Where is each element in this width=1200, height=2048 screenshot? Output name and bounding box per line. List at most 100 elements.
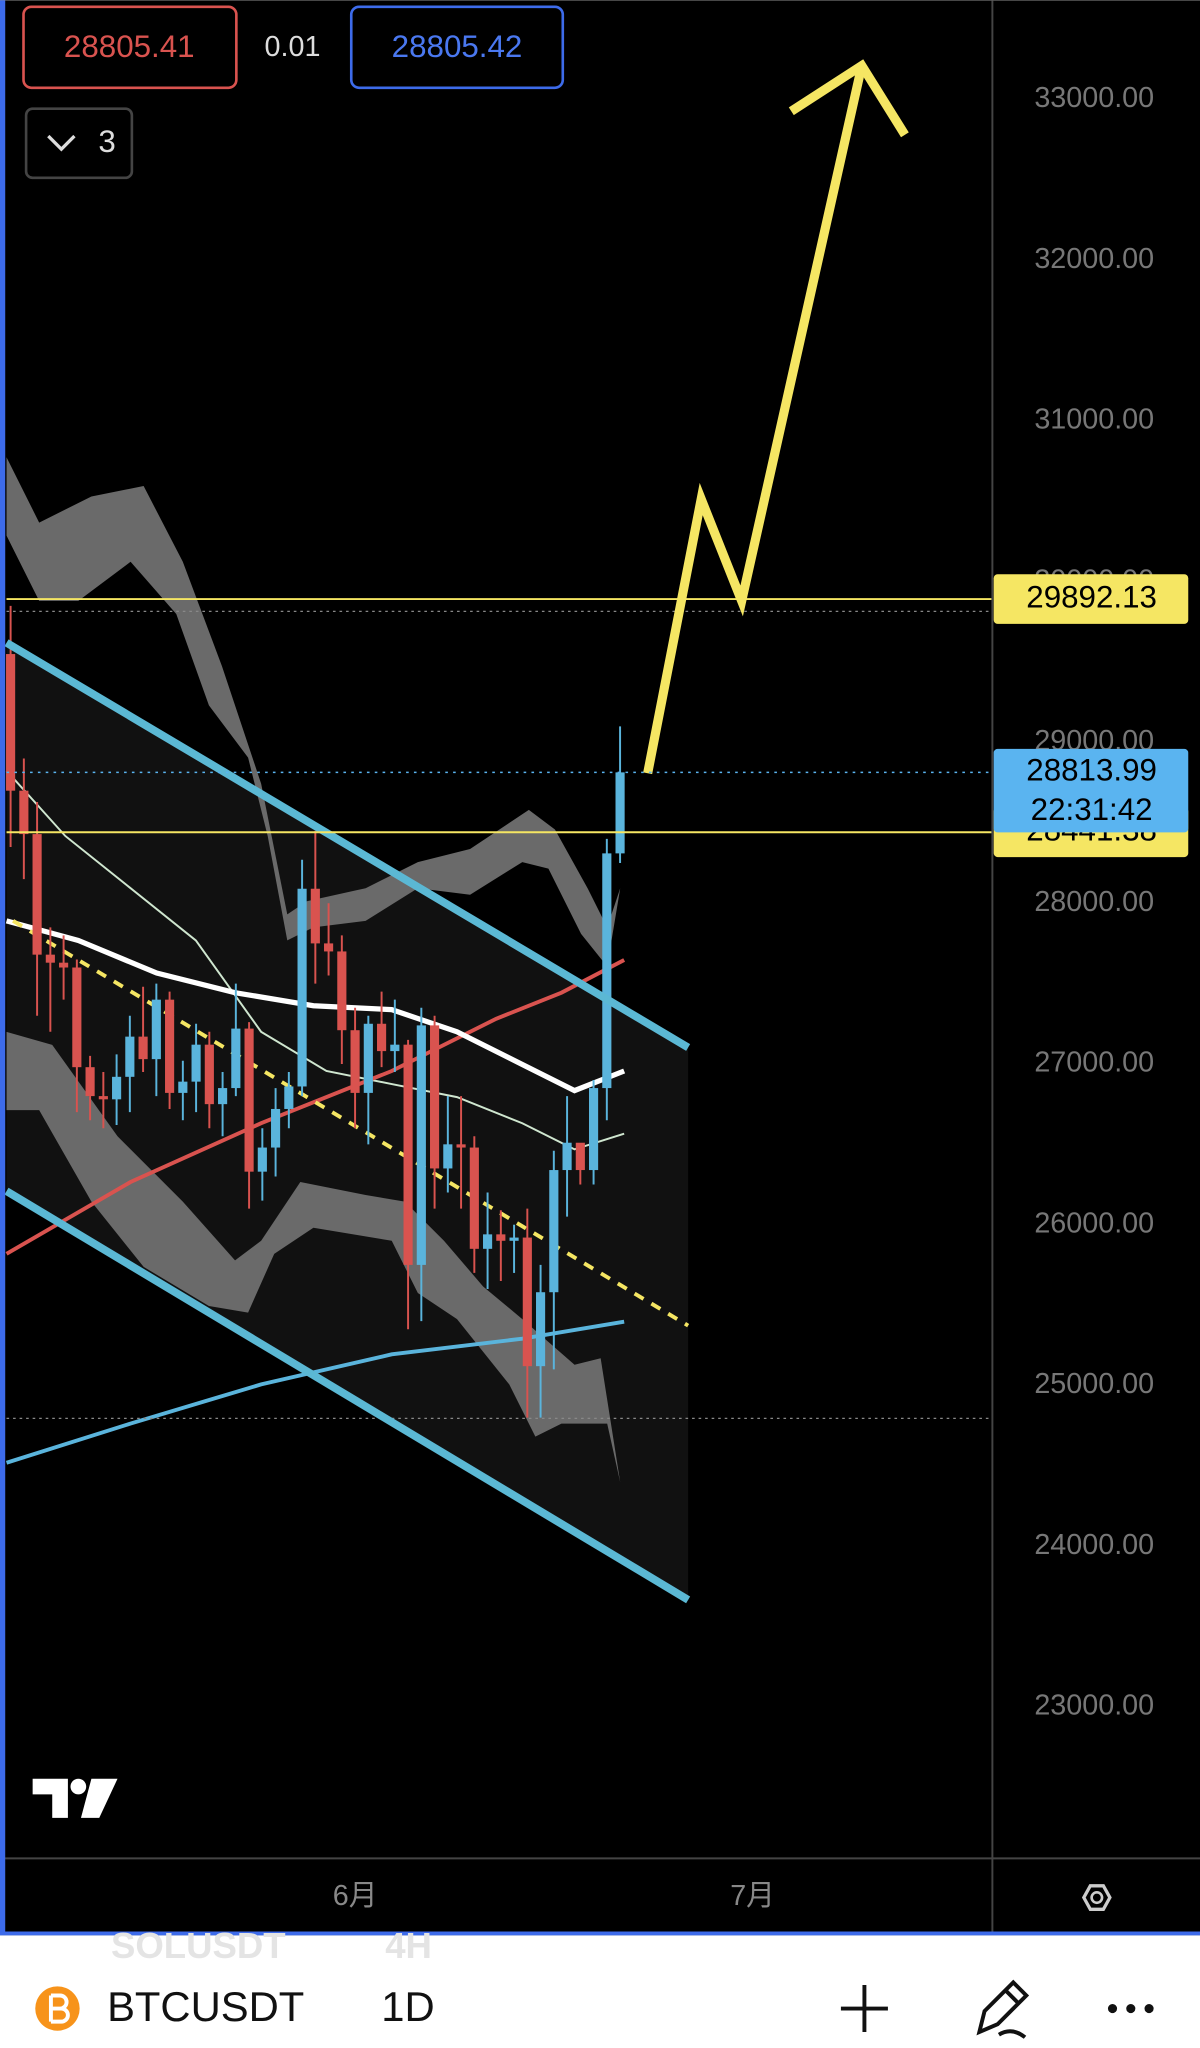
interval[interactable]: 1D: [381, 1983, 434, 2030]
candle-body: [589, 1088, 599, 1171]
candle-body: [112, 1076, 122, 1100]
moving-average: [5, 918, 626, 1094]
level-label: 29892.13: [1026, 579, 1157, 614]
cloud-band: [6, 1031, 621, 1483]
more-button[interactable]: [1107, 2003, 1154, 2014]
dot: [1144, 2003, 1154, 2014]
candle-body: [416, 1025, 426, 1265]
candle-body: [191, 1044, 201, 1082]
logo: [32, 1778, 118, 1818]
candle-body: [125, 1036, 135, 1077]
drawings: [5, 457, 993, 1600]
sell-button[interactable]: [22, 5, 238, 90]
candle-body: [138, 1036, 148, 1060]
candle-body: [231, 1028, 241, 1089]
dashed-trendline: [12, 919, 690, 1328]
candle-body: [575, 1142, 585, 1171]
candle-body: [165, 999, 175, 1093]
channel-line: [4, 639, 691, 1051]
dot: [1126, 2003, 1136, 2014]
candle-body: [615, 772, 625, 854]
moving-average: [5, 958, 626, 1256]
candle-body: [218, 1088, 228, 1105]
cloud-band: [6, 457, 621, 967]
candle-body: [310, 888, 320, 944]
candle-body: [32, 834, 42, 955]
candle-body: [403, 1044, 413, 1265]
candle-body: [390, 1044, 400, 1052]
candle-body: [536, 1292, 546, 1367]
frame-border: [0, 1931, 1200, 1936]
candle-body: [85, 1067, 95, 1097]
y-tick-label: 31000.00: [1034, 404, 1154, 436]
y-tick-label: 23000.00: [1034, 1690, 1154, 1722]
candle-body: [204, 1044, 214, 1105]
candle-body: [257, 1147, 267, 1172]
candle-body: [98, 1096, 108, 1100]
candles: [6, 605, 625, 1418]
y-tick-label: 24000.00: [1034, 1529, 1154, 1561]
candle-body: [430, 1025, 440, 1169]
symbol[interactable]: BTCUSDT: [107, 1983, 304, 2030]
channel-line: [4, 1187, 691, 1604]
time-axis: 6月 7月: [333, 1880, 775, 1912]
candle-body: [562, 1142, 572, 1171]
candle-body: [549, 1170, 559, 1293]
indicator-count: 3: [98, 124, 115, 159]
last-price-box: [993, 748, 1189, 833]
x-tick-label: 7月: [730, 1880, 775, 1912]
coin-glyph: [48, 1993, 70, 2024]
sell-price: 28805.41: [64, 29, 195, 64]
y-tick-label: 33000.00: [1034, 82, 1154, 114]
last-price-label: 28813.99: [1026, 753, 1157, 788]
candle-body: [443, 1144, 453, 1169]
candle-body: [509, 1237, 519, 1241]
frame-border: [0, 0, 6, 1935]
candle-body: [377, 1023, 387, 1052]
candle-body: [297, 888, 307, 1087]
y-tick-label: 32000.00: [1034, 243, 1154, 275]
candle-body: [59, 962, 69, 968]
add-button[interactable]: [840, 1985, 888, 2033]
candle-body: [244, 1028, 254, 1172]
countdown: 22:31:42: [1031, 792, 1153, 827]
logo-part: [32, 1778, 68, 1818]
candle-body: [469, 1147, 479, 1249]
draw-button[interactable]: [976, 1979, 1030, 2039]
y-tick-label: 25000.00: [1034, 1368, 1154, 1400]
indicator-toggle[interactable]: [24, 107, 134, 180]
candle-body: [178, 1081, 188, 1093]
ghost-symbol: SOLUSDT: [111, 1925, 286, 1966]
dot: [1107, 2003, 1118, 2014]
candle-body: [72, 967, 82, 1068]
buy-price: 28805.42: [392, 29, 523, 64]
x-tick-label: 6月: [333, 1880, 378, 1912]
candle-body: [324, 943, 334, 952]
logo-part: [70, 1778, 87, 1795]
spread: 0.01: [265, 31, 321, 63]
ghost-interval: 4H: [385, 1925, 432, 1966]
settings-icon-core: [1090, 1891, 1104, 1905]
level-label-box: [993, 574, 1189, 624]
logo-part: [80, 1778, 118, 1818]
candle-body: [284, 1086, 294, 1109]
candle-body: [45, 954, 55, 963]
y-tick-label: 26000.00: [1034, 1207, 1154, 1239]
buy-button[interactable]: [349, 5, 565, 90]
drawings: [4, 59, 909, 1604]
arrow-head: [788, 59, 909, 138]
candle-body: [496, 1234, 506, 1241]
bottom-bar: [0, 1935, 1200, 2048]
settings-icon[interactable]: [1081, 1884, 1112, 1911]
candle-body: [522, 1237, 532, 1367]
candle-body: [337, 951, 347, 1031]
candle-body: [19, 790, 29, 835]
candle-body: [6, 654, 16, 791]
forecast-arrow: [643, 64, 867, 775]
y-tick-label: 28000.00: [1034, 886, 1154, 918]
candle-body: [271, 1108, 281, 1148]
candle-body: [456, 1144, 466, 1148]
